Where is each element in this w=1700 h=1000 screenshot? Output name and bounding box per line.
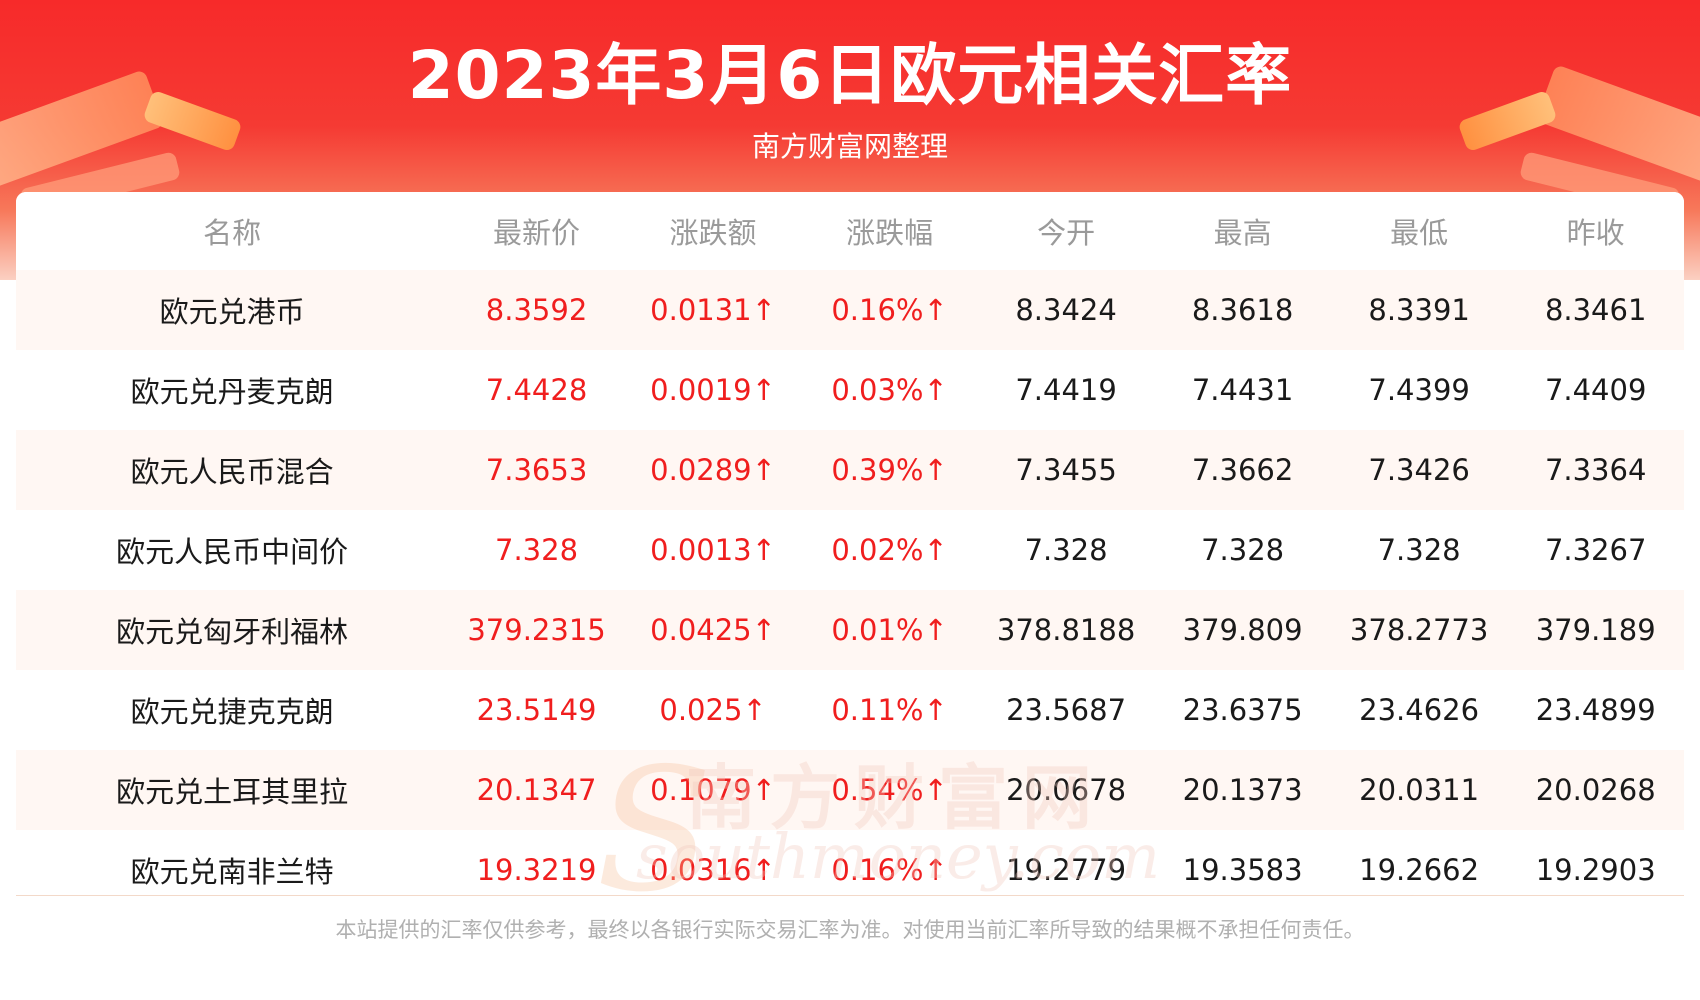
table-row: 欧元兑南非兰特 19.3219 0.0316↑ 0.16%↑ 19.2779 1… bbox=[16, 830, 1684, 892]
open-price: 23.5687 bbox=[977, 670, 1155, 750]
prev-close-price: 379.189 bbox=[1507, 590, 1684, 670]
column-header-change-pct: 涨跌幅 bbox=[801, 192, 978, 270]
low-price: 23.4626 bbox=[1330, 670, 1508, 750]
table-header-row: 名称 最新价 涨跌额 涨跌幅 今开 最高 最低 昨收 bbox=[16, 192, 1684, 270]
change-percent: 0.01%↑ bbox=[801, 590, 978, 670]
prev-close-price: 7.4409 bbox=[1507, 350, 1684, 430]
change-amount: 0.0013↑ bbox=[624, 510, 802, 590]
footer-divider bbox=[16, 895, 1684, 896]
change-percent: 0.02%↑ bbox=[801, 510, 978, 590]
high-price: 379.809 bbox=[1154, 590, 1331, 670]
latest-price: 20.1347 bbox=[448, 750, 625, 830]
high-price: 7.328 bbox=[1154, 510, 1331, 590]
prev-close-price: 20.0268 bbox=[1507, 750, 1684, 830]
table-row: 欧元兑匈牙利福林 379.2315 0.0425↑ 0.01%↑ 378.818… bbox=[16, 590, 1684, 670]
high-price: 7.4431 bbox=[1154, 350, 1331, 430]
open-price: 8.3424 bbox=[977, 270, 1155, 350]
open-price: 20.0678 bbox=[977, 750, 1155, 830]
currency-pair-name: 欧元兑港币 bbox=[16, 270, 449, 350]
change-percent: 0.11%↑ bbox=[801, 670, 978, 750]
currency-pair-name: 欧元兑南非兰特 bbox=[16, 830, 449, 892]
open-price: 7.4419 bbox=[977, 350, 1155, 430]
high-price: 19.3583 bbox=[1154, 830, 1331, 892]
low-price: 7.4399 bbox=[1330, 350, 1508, 430]
table-row: 欧元兑丹麦克朗 7.4428 0.0019↑ 0.03%↑ 7.4419 7.4… bbox=[16, 350, 1684, 430]
currency-pair-name: 欧元兑匈牙利福林 bbox=[16, 590, 449, 670]
latest-price: 8.3592 bbox=[448, 270, 625, 350]
low-price: 7.3426 bbox=[1330, 430, 1508, 510]
low-price: 378.2773 bbox=[1330, 590, 1508, 670]
change-percent: 0.54%↑ bbox=[801, 750, 978, 830]
prev-close-price: 7.3364 bbox=[1507, 430, 1684, 510]
currency-pair-name: 欧元兑捷克克朗 bbox=[16, 670, 449, 750]
change-amount: 0.025↑ bbox=[624, 670, 802, 750]
currency-pair-name: 欧元人民币中间价 bbox=[16, 510, 449, 590]
low-price: 19.2662 bbox=[1330, 830, 1508, 892]
high-price: 23.6375 bbox=[1154, 670, 1331, 750]
change-percent: 0.16%↑ bbox=[801, 270, 978, 350]
latest-price: 379.2315 bbox=[448, 590, 625, 670]
open-price: 378.8188 bbox=[977, 590, 1155, 670]
latest-price: 7.3653 bbox=[448, 430, 625, 510]
open-price: 7.328 bbox=[977, 510, 1155, 590]
column-header-change: 涨跌额 bbox=[624, 192, 802, 270]
latest-price: 7.4428 bbox=[448, 350, 625, 430]
table-row: 欧元兑港币 8.3592 0.0131↑ 0.16%↑ 8.3424 8.361… bbox=[16, 270, 1684, 350]
column-header-name: 名称 bbox=[16, 192, 449, 270]
low-price: 8.3391 bbox=[1330, 270, 1508, 350]
change-amount: 0.0316↑ bbox=[624, 830, 802, 892]
change-amount: 0.0019↑ bbox=[624, 350, 802, 430]
column-header-latest: 最新价 bbox=[448, 192, 625, 270]
page-title: 2023年3月6日欧元相关汇率 bbox=[407, 37, 1293, 114]
high-price: 8.3618 bbox=[1154, 270, 1331, 350]
change-amount: 0.1079↑ bbox=[624, 750, 802, 830]
footer-disclaimer: 本站提供的汇率仅供参考，最终以各银行实际交易汇率为准。对使用当前汇率所导致的结果… bbox=[335, 918, 1365, 942]
table-row: 欧元人民币中间价 7.328 0.0013↑ 0.02%↑ 7.328 7.32… bbox=[16, 510, 1684, 590]
high-price: 20.1373 bbox=[1154, 750, 1331, 830]
change-percent: 0.16%↑ bbox=[801, 830, 978, 892]
exchange-rate-table: 名称 最新价 涨跌额 涨跌幅 今开 最高 最低 昨收 欧元兑港币 8.3592 … bbox=[16, 192, 1684, 892]
high-price: 7.3662 bbox=[1154, 430, 1331, 510]
latest-price: 7.328 bbox=[448, 510, 625, 590]
table-row: 欧元人民币混合 7.3653 0.0289↑ 0.39%↑ 7.3455 7.3… bbox=[16, 430, 1684, 510]
change-amount: 0.0425↑ bbox=[624, 590, 802, 670]
change-percent: 0.39%↑ bbox=[801, 430, 978, 510]
change-amount: 0.0289↑ bbox=[624, 430, 802, 510]
column-header-low: 最低 bbox=[1330, 192, 1508, 270]
low-price: 20.0311 bbox=[1330, 750, 1508, 830]
prev-close-price: 7.3267 bbox=[1507, 510, 1684, 590]
low-price: 7.328 bbox=[1330, 510, 1508, 590]
column-header-high: 最高 bbox=[1154, 192, 1331, 270]
currency-pair-name: 欧元人民币混合 bbox=[16, 430, 449, 510]
prev-close-price: 8.3461 bbox=[1507, 270, 1684, 350]
latest-price: 19.3219 bbox=[448, 830, 625, 892]
prev-close-price: 19.2903 bbox=[1507, 830, 1684, 892]
table-row: 欧元兑土耳其里拉 20.1347 0.1079↑ 0.54%↑ 20.0678 … bbox=[16, 750, 1684, 830]
currency-pair-name: 欧元兑土耳其里拉 bbox=[16, 750, 449, 830]
latest-price: 23.5149 bbox=[448, 670, 625, 750]
column-header-prev-close: 昨收 bbox=[1507, 192, 1684, 270]
column-header-open: 今开 bbox=[977, 192, 1155, 270]
change-amount: 0.0131↑ bbox=[624, 270, 802, 350]
open-price: 7.3455 bbox=[977, 430, 1155, 510]
open-price: 19.2779 bbox=[977, 830, 1155, 892]
prev-close-price: 23.4899 bbox=[1507, 670, 1684, 750]
page-subtitle: 南方财富网整理 bbox=[751, 130, 948, 163]
currency-pair-name: 欧元兑丹麦克朗 bbox=[16, 350, 449, 430]
rates-card: 名称 最新价 涨跌额 涨跌幅 今开 最高 最低 昨收 欧元兑港币 8.3592 … bbox=[16, 192, 1684, 892]
table-row: 欧元兑捷克克朗 23.5149 0.025↑ 0.11%↑ 23.5687 23… bbox=[16, 670, 1684, 750]
change-percent: 0.03%↑ bbox=[801, 350, 978, 430]
